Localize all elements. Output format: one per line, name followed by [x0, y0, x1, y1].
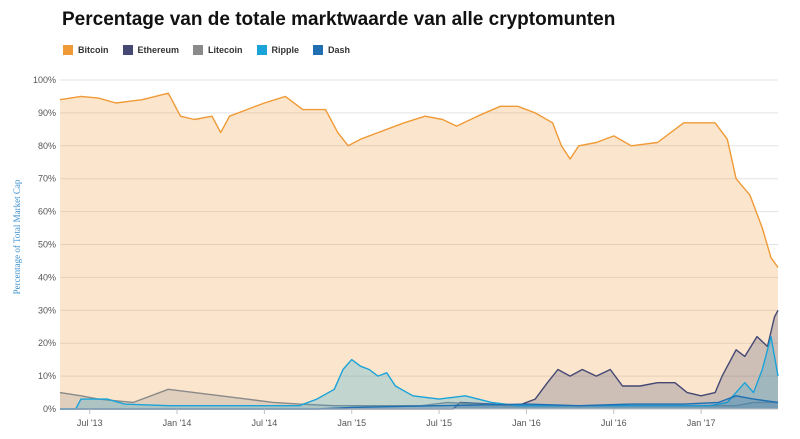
line-dash — [60, 395, 779, 410]
legend-item-dash[interactable]: Dash — [313, 45, 350, 55]
y-tick-label: 60% — [38, 207, 56, 217]
area-ethereum — [60, 310, 778, 409]
series-bitcoin — [59, 92, 779, 409]
legend-swatch-ripple — [256, 45, 267, 55]
y-tick-label: 90% — [38, 108, 56, 118]
y-tick-label: 40% — [38, 272, 56, 282]
legend-label-ethereum: Ethereum — [137, 45, 180, 55]
y-tick-label: 80% — [38, 141, 56, 151]
x-tick-label: Jul '14 — [252, 418, 278, 428]
y-tick-label: 20% — [38, 338, 56, 348]
legend-item-litecoin[interactable]: Litecoin — [193, 45, 243, 55]
line-ripple — [60, 335, 779, 410]
x-axis-ticks: Jul '13 Jan '14 Jul '14 Jan '15 Jul '15 Jan '… — [60, 408, 778, 428]
legend-label-bitcoin: Bitcoin — [78, 45, 109, 55]
legend-swatch-litecoin — [193, 45, 204, 55]
y-axis-label: Percentage of Total Market Cap — [12, 179, 22, 294]
x-tick-label: Jan '15 — [337, 418, 366, 428]
series-ripple — [60, 335, 779, 410]
legend-swatch-dash — [313, 45, 324, 55]
area-bitcoin — [60, 93, 778, 409]
legend-label-dash: Dash — [328, 45, 351, 55]
legend-item-ripple[interactable]: Ripple — [256, 45, 300, 55]
x-tick-label: Jul '16 — [601, 418, 627, 428]
x-tick-label: Jan '17 — [687, 418, 716, 428]
chart-title: Percentage van de totale marktwaarde van… — [62, 9, 616, 30]
y-tick-label: 10% — [38, 371, 56, 381]
legend-item-ethereum[interactable]: Ethereum — [122, 45, 180, 55]
x-tick-label: Jan '16 — [512, 418, 541, 428]
legend-label-litecoin: Litecoin — [208, 45, 243, 55]
legend-swatch-bitcoin — [63, 45, 73, 55]
area-litecoin — [60, 389, 778, 409]
y-tick-label: 30% — [38, 305, 56, 315]
series-dash — [60, 395, 779, 410]
x-tick-label: Jan '14 — [163, 418, 192, 428]
x-tick-label: Jul '13 — [77, 418, 103, 428]
legend: Bitcoin Ethereum Litecoin Ripple Dash — [63, 45, 350, 55]
y-tick-label: 100% — [33, 75, 56, 85]
legend-swatch-ethereum — [122, 45, 133, 55]
series-areas — [59, 92, 779, 410]
y-axis-ticks: 0% 10% 20% 30% 40% 50% 60% 70% 80% 90% 100% — [33, 75, 56, 414]
line-bitcoin — [59, 92, 779, 268]
x-tick-label: Jul '15 — [426, 418, 452, 428]
y-tick-label: 0% — [43, 404, 56, 414]
y-tick-label: 70% — [38, 174, 56, 184]
legend-label-ripple: Ripple — [271, 45, 300, 55]
y-tick-label: 50% — [38, 240, 56, 250]
legend-item-bitcoin[interactable]: Bitcoin — [63, 45, 109, 55]
